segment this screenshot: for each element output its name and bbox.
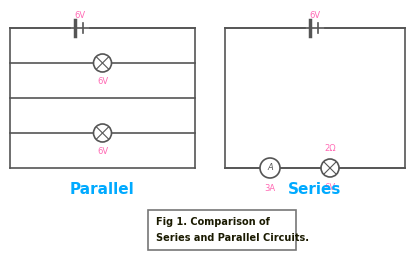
Text: 2Ω: 2Ω	[323, 144, 335, 153]
Text: 6V: 6V	[97, 147, 108, 156]
Circle shape	[259, 158, 279, 178]
Circle shape	[93, 54, 111, 72]
Text: Parallel: Parallel	[70, 183, 135, 198]
Text: 6V: 6V	[74, 12, 85, 21]
Circle shape	[320, 159, 338, 177]
Text: 3A: 3A	[264, 184, 275, 193]
Text: 6V: 6V	[309, 12, 320, 21]
Text: 6V: 6V	[97, 77, 108, 86]
Text: A: A	[266, 164, 272, 173]
FancyBboxPatch shape	[147, 210, 295, 250]
Text: Series: Series	[287, 183, 341, 198]
Text: Series and Parallel Circuits.: Series and Parallel Circuits.	[156, 233, 308, 243]
Circle shape	[93, 124, 111, 142]
Text: Fig 1. Comparison of: Fig 1. Comparison of	[156, 217, 269, 227]
Text: 6V: 6V	[324, 183, 335, 192]
